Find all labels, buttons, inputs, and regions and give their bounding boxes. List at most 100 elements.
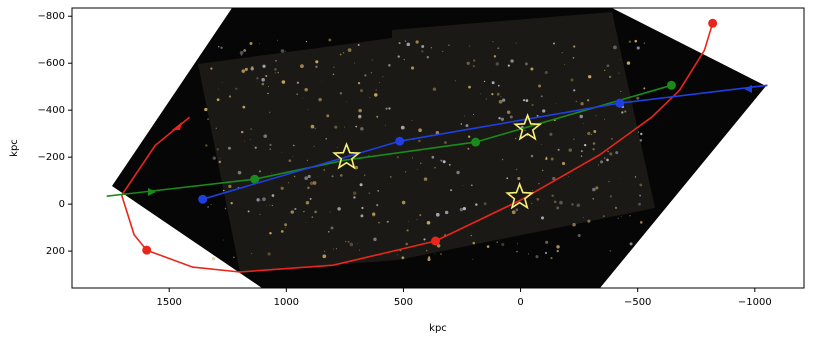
image-source bbox=[310, 124, 315, 129]
image-source bbox=[326, 114, 330, 118]
image-source bbox=[448, 44, 450, 47]
image-source bbox=[276, 39, 278, 41]
image-source bbox=[309, 198, 312, 200]
image-source bbox=[545, 157, 548, 160]
image-source bbox=[227, 146, 231, 150]
image-source bbox=[524, 129, 526, 132]
image-source bbox=[442, 51, 444, 53]
image-source bbox=[431, 155, 435, 159]
trajectory-point bbox=[615, 98, 625, 108]
image-source bbox=[418, 128, 422, 133]
image-source bbox=[330, 226, 334, 230]
image-source bbox=[382, 75, 384, 78]
image-source bbox=[483, 202, 487, 206]
image-source bbox=[551, 194, 554, 197]
image-source bbox=[335, 248, 337, 250]
trajectory-line bbox=[202, 84, 768, 200]
image-source bbox=[259, 43, 261, 44]
image-source bbox=[568, 148, 572, 152]
image-source bbox=[218, 45, 220, 48]
image-source bbox=[244, 140, 245, 142]
image-source bbox=[636, 96, 640, 100]
image-source bbox=[251, 66, 254, 69]
image-source bbox=[220, 46, 223, 49]
image-source bbox=[336, 147, 338, 148]
image-source bbox=[261, 82, 265, 86]
image-source bbox=[467, 147, 470, 150]
image-source bbox=[225, 206, 226, 208]
image-source bbox=[385, 107, 388, 110]
image-source bbox=[243, 49, 247, 52]
image-source bbox=[540, 95, 543, 98]
y-tick-label: 200 bbox=[46, 246, 65, 257]
image-source bbox=[306, 159, 308, 161]
image-source bbox=[492, 41, 494, 43]
image-source bbox=[328, 231, 330, 233]
image-source bbox=[510, 59, 514, 63]
image-source bbox=[473, 113, 475, 115]
image-source bbox=[573, 89, 576, 92]
image-source bbox=[400, 125, 405, 130]
image-source bbox=[207, 205, 210, 208]
image-source bbox=[256, 77, 259, 80]
image-source bbox=[595, 115, 597, 117]
image-source bbox=[515, 168, 518, 171]
image-source bbox=[250, 139, 251, 141]
image-source bbox=[300, 64, 304, 68]
image-source bbox=[249, 41, 253, 46]
image-source bbox=[615, 151, 619, 155]
image-source bbox=[498, 99, 503, 104]
image-source bbox=[639, 221, 643, 224]
image-source bbox=[216, 148, 219, 151]
image-source bbox=[639, 183, 643, 187]
image-source bbox=[312, 181, 317, 185]
image-source bbox=[303, 210, 305, 213]
image-source bbox=[287, 182, 289, 184]
trajectory-line bbox=[106, 84, 672, 197]
image-source bbox=[280, 186, 284, 190]
image-source bbox=[609, 195, 613, 198]
image-source bbox=[314, 210, 317, 214]
image-source bbox=[254, 146, 257, 149]
image-source bbox=[339, 174, 343, 177]
image-source bbox=[418, 139, 421, 143]
image-source bbox=[404, 40, 407, 42]
image-source bbox=[620, 90, 622, 92]
image-source bbox=[421, 50, 424, 53]
image-source bbox=[497, 84, 500, 87]
image-source bbox=[532, 190, 534, 192]
image-source bbox=[602, 215, 605, 218]
image-source bbox=[514, 137, 517, 140]
image-source bbox=[580, 101, 584, 106]
image-source bbox=[405, 242, 408, 246]
image-source bbox=[517, 176, 521, 181]
image-source bbox=[640, 132, 643, 136]
image-source bbox=[531, 103, 534, 107]
image-source bbox=[589, 165, 590, 167]
image-source bbox=[464, 115, 466, 117]
image-source bbox=[401, 256, 405, 260]
image-source bbox=[331, 175, 334, 178]
image-source bbox=[527, 253, 529, 255]
image-source bbox=[456, 170, 460, 175]
image-source bbox=[620, 178, 622, 179]
image-source bbox=[322, 254, 327, 259]
trajectory-point bbox=[431, 236, 441, 246]
image-source bbox=[502, 98, 506, 102]
image-source bbox=[411, 157, 413, 159]
image-source bbox=[506, 177, 509, 180]
image-source bbox=[629, 242, 633, 246]
image-source bbox=[235, 87, 238, 90]
image-source bbox=[250, 128, 253, 130]
image-source bbox=[545, 240, 549, 244]
x-tick-label: −500 bbox=[624, 297, 651, 308]
trajectory-line bbox=[120, 23, 714, 273]
image-source bbox=[373, 237, 377, 242]
image-source bbox=[550, 257, 553, 260]
image-source bbox=[347, 48, 352, 52]
image-source bbox=[375, 89, 377, 91]
image-source bbox=[462, 206, 467, 211]
image-source bbox=[416, 219, 418, 221]
image-source bbox=[376, 115, 379, 118]
image-source bbox=[233, 256, 235, 259]
